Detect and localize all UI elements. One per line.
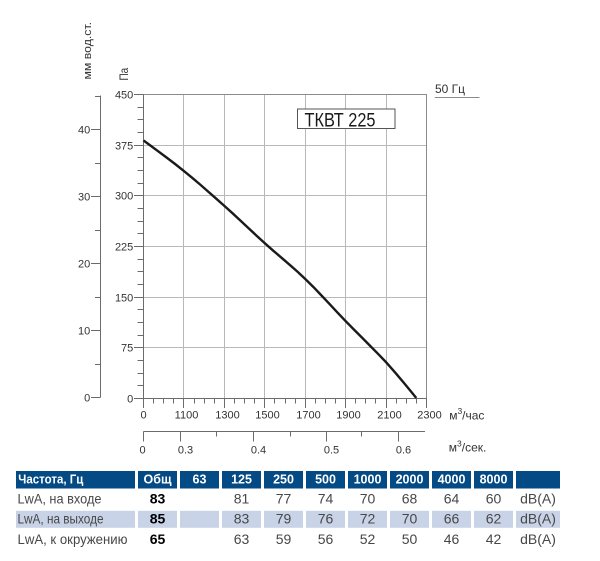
svg-text:2300: 2300 [417,410,441,422]
svg-text:63: 63 [193,472,207,486]
svg-text:40: 40 [78,125,90,137]
svg-text:300: 300 [115,191,133,203]
svg-text:70: 70 [402,510,418,526]
svg-text:LwA, на входе: LwA, на входе [18,491,102,507]
svg-text:м3/час: м3/час [449,406,484,422]
svg-text:62: 62 [486,510,502,526]
svg-text:ТКВТ 225: ТКВТ 225 [305,109,376,131]
svg-text:59: 59 [276,531,292,547]
svg-text:79: 79 [276,510,292,526]
svg-text:мм вод.ст.: мм вод.ст. [82,22,94,80]
svg-text:60: 60 [486,490,502,506]
svg-text:81: 81 [234,490,250,506]
svg-text:4000: 4000 [438,472,466,486]
svg-text:20: 20 [78,259,90,271]
svg-text:Частота, Гц: Частота, Гц [18,472,83,486]
svg-text:500: 500 [315,472,336,486]
svg-text:0.3: 0.3 [178,445,193,457]
svg-text:42: 42 [486,531,502,547]
svg-text:46: 46 [444,531,460,547]
svg-text:1000: 1000 [354,472,382,486]
svg-text:2100: 2100 [377,410,401,422]
svg-text:50: 50 [402,531,418,547]
svg-text:75: 75 [121,343,133,355]
svg-text:65: 65 [150,531,166,547]
svg-text:30: 30 [78,192,90,204]
svg-text:Общ: Общ [144,472,172,486]
svg-text:1900: 1900 [336,410,360,422]
svg-text:56: 56 [318,531,334,547]
svg-text:2000: 2000 [396,472,424,486]
svg-text:1500: 1500 [255,410,279,422]
svg-text:83: 83 [150,490,166,506]
svg-text:72: 72 [360,510,376,526]
svg-text:LwA, на выходе: LwA, на выходе [18,511,104,527]
svg-text:50 Гц: 50 Гц [435,82,465,96]
svg-text:0.6: 0.6 [396,445,411,457]
svg-text:125: 125 [231,472,252,486]
svg-text:83: 83 [234,510,250,526]
svg-text:77: 77 [276,490,292,506]
svg-text:68: 68 [402,490,418,506]
svg-text:1300: 1300 [215,410,239,422]
svg-text:0.4: 0.4 [251,445,266,457]
svg-text:375: 375 [115,141,133,153]
svg-text:66: 66 [444,510,460,526]
svg-text:dB(A): dB(A) [520,510,556,526]
svg-text:8000: 8000 [480,472,508,486]
svg-text:м3/сек.: м3/сек. [449,438,487,454]
svg-text:1700: 1700 [296,410,320,422]
svg-text:1100: 1100 [175,410,199,422]
svg-text:250: 250 [273,472,294,486]
svg-text:150: 150 [115,293,133,305]
svg-text:dB(A): dB(A) [520,490,556,506]
svg-text:0: 0 [140,410,146,422]
svg-text:LwA, к окружению: LwA, к окружению [18,531,128,547]
svg-text:64: 64 [444,490,460,506]
svg-text:74: 74 [318,490,334,506]
svg-text:85: 85 [150,510,166,526]
svg-text:70: 70 [360,490,376,506]
svg-text:0: 0 [127,394,133,406]
svg-text:0: 0 [140,445,146,457]
svg-text:Па: Па [117,68,131,81]
svg-text:76: 76 [318,510,334,526]
svg-text:450: 450 [115,90,133,102]
svg-text:10: 10 [78,326,90,338]
svg-text:225: 225 [115,242,133,254]
svg-text:63: 63 [234,531,250,547]
svg-text:0.5: 0.5 [324,445,339,457]
svg-text:dB(A): dB(A) [520,531,556,547]
svg-text:52: 52 [360,531,376,547]
svg-text:0: 0 [84,393,90,405]
